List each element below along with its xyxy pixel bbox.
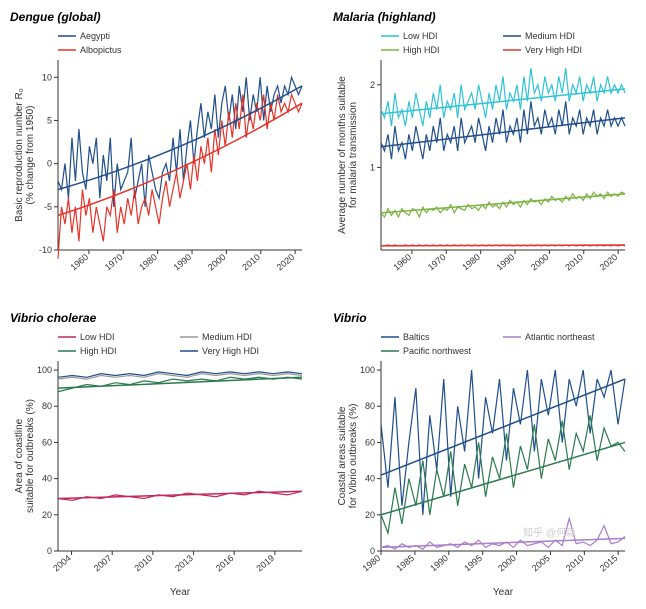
svg-text:2013: 2013 xyxy=(173,553,195,574)
svg-text:1980: 1980 xyxy=(361,553,383,574)
svg-text:Year: Year xyxy=(493,587,514,598)
svg-text:2004: 2004 xyxy=(51,553,73,574)
svg-text:60: 60 xyxy=(365,437,375,447)
svg-text:100: 100 xyxy=(37,365,52,375)
svg-text:Low HDI: Low HDI xyxy=(403,31,438,41)
svg-text:1960: 1960 xyxy=(68,252,90,273)
svg-text:2: 2 xyxy=(370,80,375,90)
svg-text:Area of coastline: Area of coastline xyxy=(14,418,25,493)
svg-text:2010: 2010 xyxy=(564,553,586,574)
svg-text:suitable for outbreaks (%): suitable for outbreaks (%) xyxy=(25,399,36,513)
svg-text:Albopictus: Albopictus xyxy=(80,45,122,55)
svg-text:0: 0 xyxy=(47,159,52,169)
title-vibrio: Vibrio xyxy=(333,311,636,325)
svg-text:1985: 1985 xyxy=(394,553,416,574)
title-cholerae: Vibrio cholerae xyxy=(10,311,313,325)
svg-text:2005: 2005 xyxy=(530,553,552,574)
svg-text:2010: 2010 xyxy=(240,252,262,273)
svg-text:Aegypti: Aegypti xyxy=(80,31,110,41)
chart-vibrio: Baltics Atlantic northeast Pacific northwe… xyxy=(333,329,633,599)
svg-text:1995: 1995 xyxy=(462,553,484,574)
svg-text:80: 80 xyxy=(42,401,52,411)
svg-text:2007: 2007 xyxy=(92,553,114,574)
svg-text:1990: 1990 xyxy=(172,252,194,273)
svg-text:1990: 1990 xyxy=(428,553,450,574)
svg-text:High HDI: High HDI xyxy=(403,45,440,55)
svg-text:Very High HDI: Very High HDI xyxy=(202,346,259,356)
svg-text:20: 20 xyxy=(365,510,375,520)
chart-cholerae: Low HDIMedium HDIHigh HDIVery High HDI02… xyxy=(10,329,310,599)
chart-grid: Dengue (global) Aegypti Albopictus -10 -5 0 5… xyxy=(10,10,636,599)
svg-text:1980: 1980 xyxy=(460,252,482,273)
svg-text:2000: 2000 xyxy=(529,252,551,273)
svg-text:2015: 2015 xyxy=(598,553,620,574)
svg-text:Average number of months suita: Average number of months suitable xyxy=(337,76,348,234)
svg-text:2020: 2020 xyxy=(275,252,297,273)
svg-text:40: 40 xyxy=(42,474,52,484)
svg-text:2010: 2010 xyxy=(563,252,585,273)
svg-text:40: 40 xyxy=(365,474,375,484)
title-dengue: Dengue (global) xyxy=(10,10,313,24)
svg-text:1970: 1970 xyxy=(426,252,448,273)
svg-text:5: 5 xyxy=(47,115,52,125)
panel-dengue: Dengue (global) Aegypti Albopictus -10 -5 0 5… xyxy=(10,10,313,291)
svg-text:1980: 1980 xyxy=(137,252,159,273)
panel-cholerae: Vibrio cholerae Low HDI Medium HDI High HD… xyxy=(10,311,313,599)
svg-text:2019: 2019 xyxy=(254,553,276,574)
svg-text:for malaria transmission: for malaria transmission xyxy=(348,102,359,208)
svg-text:-10: -10 xyxy=(39,245,52,255)
svg-text:2000: 2000 xyxy=(496,553,518,574)
svg-text:0: 0 xyxy=(47,546,52,556)
panel-malaria: Malaria (highland) Low HDI Medium HDI High… xyxy=(333,10,636,291)
svg-text:2020: 2020 xyxy=(598,252,620,273)
svg-text:-5: -5 xyxy=(44,202,52,212)
svg-text:Coastal areas suitable: Coastal areas suitable xyxy=(337,406,348,505)
svg-text:(% change from 1950): (% change from 1950) xyxy=(25,106,36,205)
svg-text:1: 1 xyxy=(370,162,375,172)
svg-text:1960: 1960 xyxy=(391,252,413,273)
svg-text:Baltics: Baltics xyxy=(403,332,430,342)
svg-text:Medium HDI: Medium HDI xyxy=(525,31,575,41)
svg-text:Pacific northwest: Pacific northwest xyxy=(403,346,472,356)
svg-text:Atlantic northeast: Atlantic northeast xyxy=(525,332,595,342)
svg-text:Year: Year xyxy=(170,587,191,598)
svg-text:10: 10 xyxy=(42,72,52,82)
svg-text:1990: 1990 xyxy=(495,252,517,273)
svg-text:80: 80 xyxy=(365,401,375,411)
chart-malaria: Low HDI Medium HDI High HDI Very High HDI 1 2… xyxy=(333,28,633,278)
svg-text:20: 20 xyxy=(42,510,52,520)
svg-text:2000: 2000 xyxy=(206,252,228,273)
svg-text:Very High HDI: Very High HDI xyxy=(525,45,582,55)
svg-text:2010: 2010 xyxy=(132,553,154,574)
panel-vibrio: Vibrio Baltics Atlantic northeast Pacific … xyxy=(333,311,636,599)
svg-text:100: 100 xyxy=(360,365,375,375)
svg-text:Basic reproduction number R₀: Basic reproduction number R₀ xyxy=(14,88,25,222)
chart-dengue: Aegypti Albopictus -10 -5 0 5 10 1960 1970 1980 19… xyxy=(10,28,310,278)
svg-text:1970: 1970 xyxy=(103,252,125,273)
svg-text:Low HDI: Low HDI xyxy=(80,332,115,342)
svg-text:High HDI: High HDI xyxy=(80,346,117,356)
svg-text:for Vibrio outbreaks (%): for Vibrio outbreaks (%) xyxy=(348,404,359,509)
svg-text:Medium HDI: Medium HDI xyxy=(202,332,252,342)
svg-text:2016: 2016 xyxy=(214,553,236,574)
svg-text:60: 60 xyxy=(42,437,52,447)
title-malaria: Malaria (highland) xyxy=(333,10,636,24)
